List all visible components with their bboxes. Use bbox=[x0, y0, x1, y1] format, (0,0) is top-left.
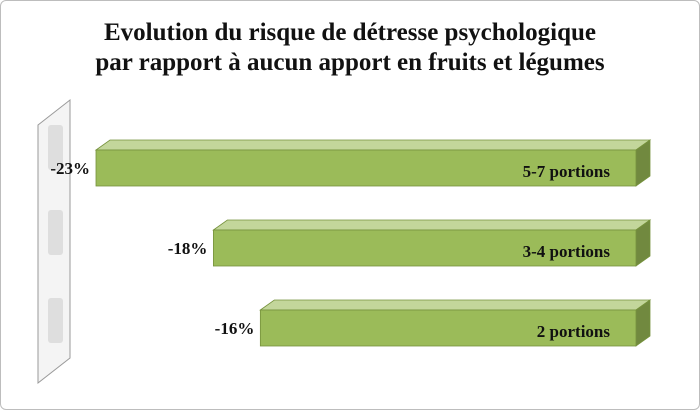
bar-top-2 bbox=[212, 219, 652, 231]
chart-title-line-1: Evolution du risque de détresse psycholo… bbox=[104, 19, 596, 46]
bar-1 bbox=[95, 149, 637, 187]
wall-shade-3 bbox=[48, 298, 63, 343]
bar-2 bbox=[212, 229, 637, 267]
bar-top-3 bbox=[259, 299, 652, 311]
wall-shade-1 bbox=[48, 125, 63, 170]
bar-top-1 bbox=[94, 139, 652, 151]
value-label-1: -23% bbox=[50, 159, 90, 178]
bar-3 bbox=[259, 309, 637, 347]
category-label-2: 3-4 portions bbox=[523, 242, 611, 261]
category-label-3: 2 portions bbox=[537, 322, 611, 341]
category-label-1: 5-7 portions bbox=[523, 162, 611, 181]
wall-shade-2 bbox=[48, 210, 63, 255]
chart-title-line-2: par rapport à aucun apport en fruits et … bbox=[95, 49, 605, 76]
value-label-2: -18% bbox=[168, 239, 208, 258]
chart-title: Evolution du risque de détresse psycholo… bbox=[0, 18, 700, 78]
value-label-3: -16% bbox=[215, 319, 255, 338]
